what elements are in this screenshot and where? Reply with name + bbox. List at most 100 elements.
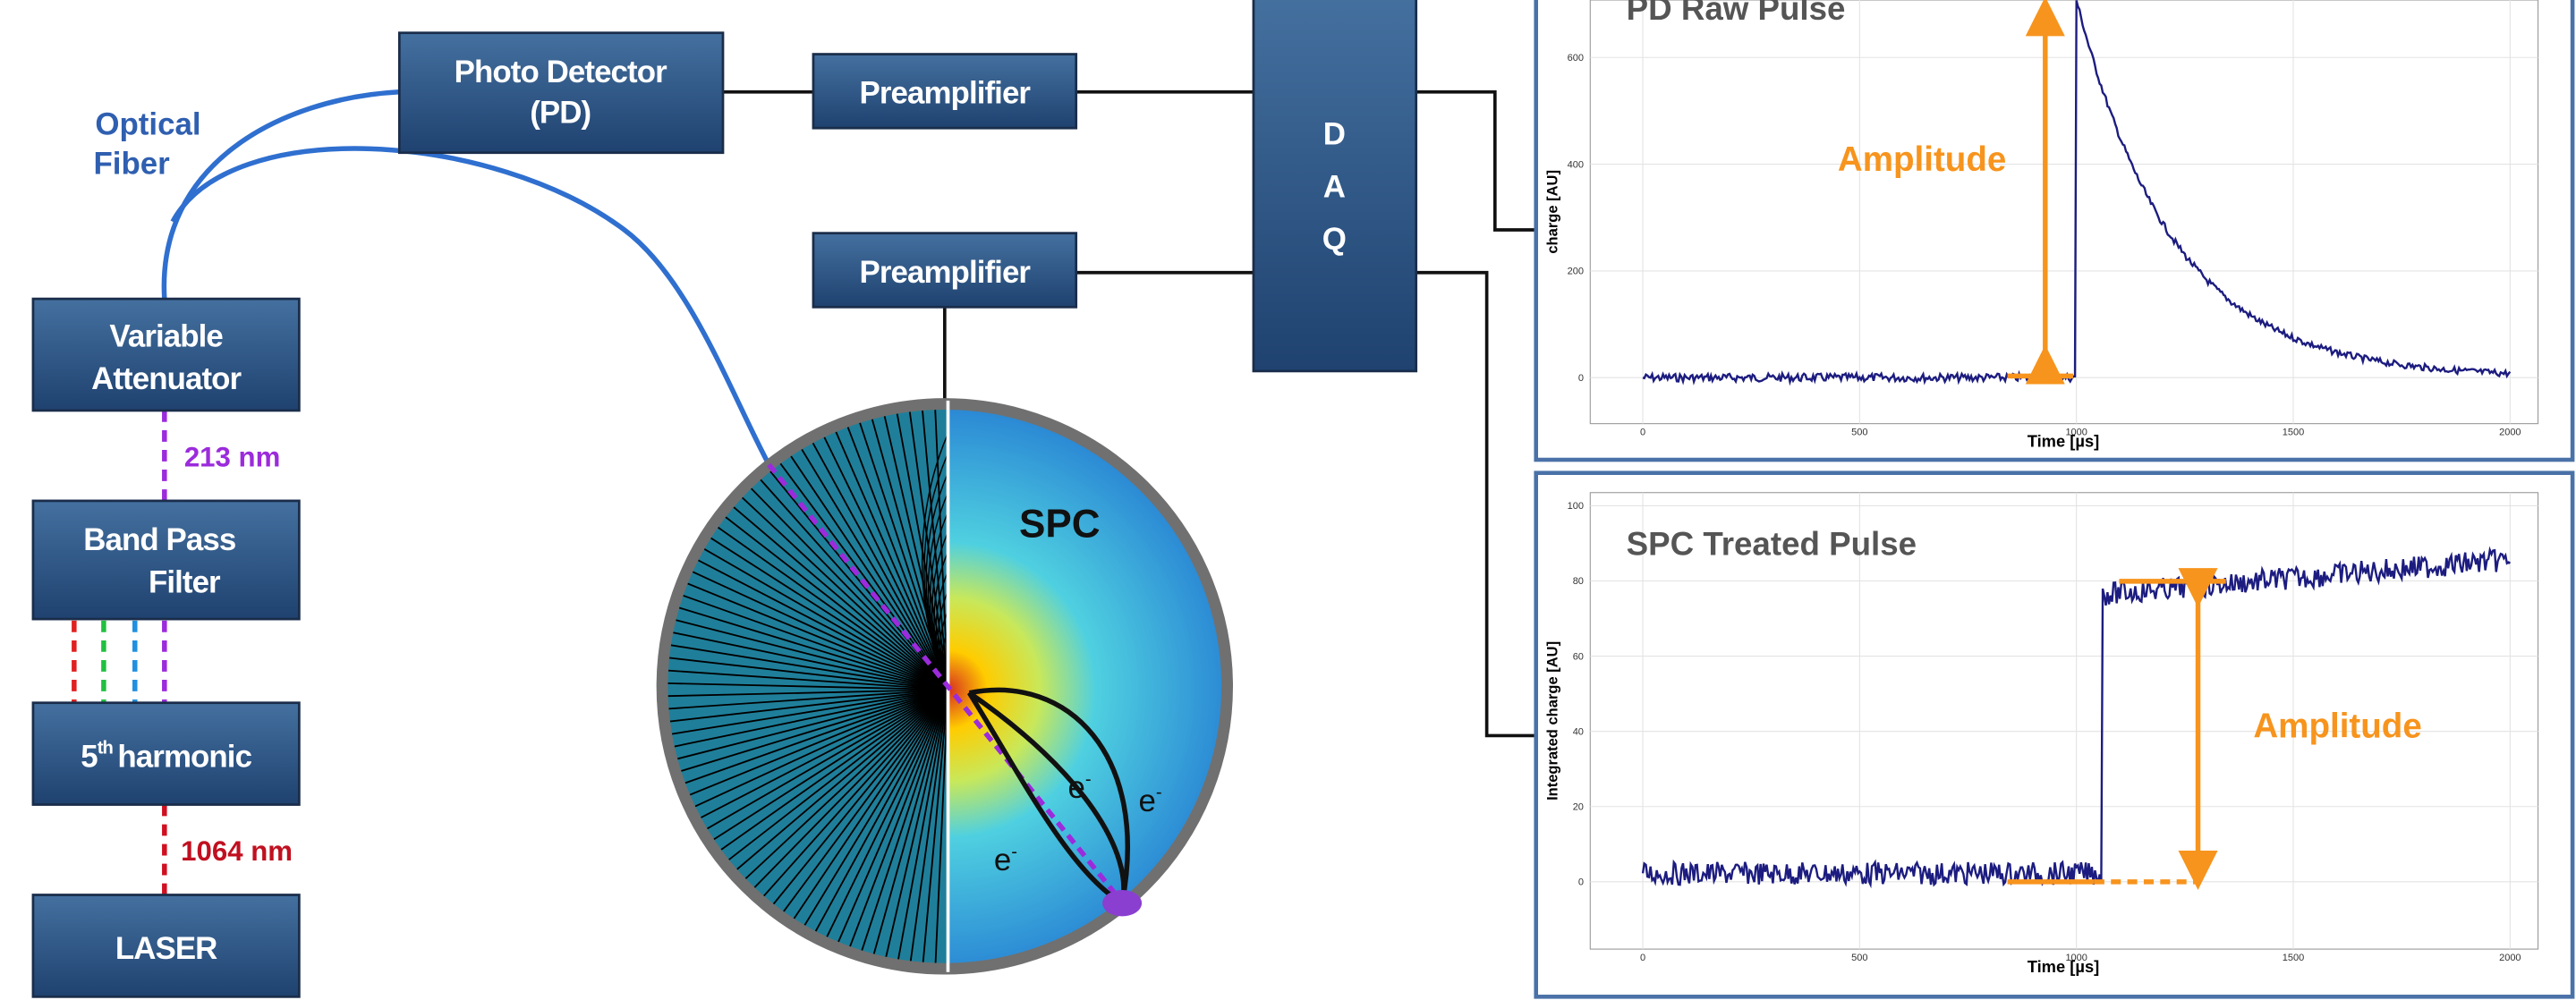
field-line — [761, 689, 949, 941]
field-line — [718, 689, 949, 903]
field-line — [785, 422, 949, 691]
x-tick-label: 1500 — [2283, 427, 2304, 437]
label: Fiber — [93, 147, 170, 182]
field-line — [662, 689, 948, 698]
field-line — [684, 521, 948, 691]
electron-label: e- — [1068, 770, 1092, 806]
plot-area — [1589, 492, 2539, 950]
field-line — [662, 689, 948, 754]
field-line — [729, 689, 949, 914]
box — [31, 701, 301, 806]
box-label: Q — [1322, 222, 1346, 257]
box-label: LASER — [115, 931, 217, 966]
field-line — [921, 433, 949, 691]
y-tick-label: 600 — [1568, 53, 1584, 64]
field-line — [701, 689, 949, 882]
annotation: Amplitude — [2253, 707, 2421, 745]
wavelength: 1064 nm — [181, 835, 293, 867]
field-line — [662, 667, 948, 691]
y-tick-label: 400 — [1568, 159, 1584, 170]
axis-title: Integrated charge [AU] — [1544, 641, 1561, 801]
boxes: Photo Detector (PD) Preamplifier Preampl… — [31, 0, 1418, 998]
field-line — [664, 557, 948, 691]
box-label: (PD) — [530, 96, 591, 131]
axis-title: Time [µs] — [2028, 957, 2100, 976]
field-line — [822, 689, 949, 970]
field-line — [684, 689, 948, 859]
box — [812, 53, 1078, 130]
field-line — [718, 476, 949, 691]
wavelength: 213 nm — [184, 441, 280, 472]
box-label: Filter — [149, 565, 221, 600]
field-line — [876, 689, 949, 970]
x-tick-label: 2000 — [2499, 953, 2521, 963]
field-line — [662, 625, 948, 691]
field-line — [739, 689, 949, 923]
x-tick-label: 1000 — [2065, 953, 2087, 963]
field-line — [849, 689, 949, 970]
field-line — [693, 509, 949, 691]
y-tick-label: 40 — [1573, 726, 1584, 737]
panel — [1534, 470, 2575, 999]
field-line — [662, 689, 948, 712]
box-label: Variable — [109, 318, 223, 353]
field-line — [863, 689, 949, 970]
field-line — [822, 403, 949, 691]
beams — [72, 410, 167, 895]
field-line — [729, 465, 949, 691]
field-line — [693, 689, 949, 870]
x-tick-label: 2000 — [2499, 427, 2521, 437]
electron-label: e- — [1138, 783, 1161, 818]
field-line — [676, 532, 948, 691]
field-line — [662, 611, 948, 691]
annotation: Amplitude — [1838, 140, 2006, 179]
field-line — [918, 689, 949, 970]
field-line — [662, 689, 948, 741]
fiber — [170, 146, 771, 466]
wires — [722, 89, 1536, 738]
y-tick-label: 100 — [1568, 501, 1584, 512]
x-tick-label: 0 — [1640, 953, 1645, 963]
field-line — [662, 689, 948, 795]
x-tick-label: 1500 — [2283, 953, 2304, 963]
y-tick-label: 80 — [1573, 576, 1584, 587]
field-line — [836, 403, 949, 691]
box-label: A — [1323, 169, 1346, 204]
box — [31, 894, 301, 998]
field-line — [890, 689, 949, 970]
box — [31, 297, 301, 412]
box-label: D — [1323, 117, 1345, 152]
waveform — [1641, 546, 2512, 889]
field-line — [785, 689, 949, 957]
y-tick-label: 0 — [1578, 373, 1584, 384]
box-label: Preamplifier — [860, 76, 1032, 111]
field-line — [662, 597, 948, 691]
field-line — [662, 689, 948, 809]
box — [31, 499, 301, 621]
field-line — [750, 689, 949, 933]
field-line — [797, 689, 949, 964]
field-line — [710, 487, 949, 691]
box — [812, 232, 1078, 309]
x-tick-label: 1000 — [2065, 427, 2087, 437]
spc: SPC e- e- e- — [656, 398, 1234, 975]
field-line — [932, 689, 949, 970]
field-line — [710, 689, 949, 893]
field-line — [810, 689, 949, 970]
y-tick-label: 200 — [1568, 267, 1584, 277]
x-tick-label: 500 — [1851, 427, 1867, 437]
field-line — [676, 689, 948, 847]
plot-title: PD Raw Pulse — [1627, 0, 1846, 27]
field-line — [662, 653, 948, 691]
label: Optical — [95, 107, 200, 142]
axis-title: charge [AU] — [1544, 170, 1561, 254]
field-line — [773, 689, 949, 950]
box-label: Photo Detector — [455, 55, 667, 89]
field-line — [664, 689, 948, 822]
field-line — [905, 689, 949, 970]
x-tick-label: 500 — [1851, 953, 1867, 963]
field-line — [701, 497, 949, 691]
field-line — [662, 689, 948, 782]
field-line — [662, 682, 948, 691]
